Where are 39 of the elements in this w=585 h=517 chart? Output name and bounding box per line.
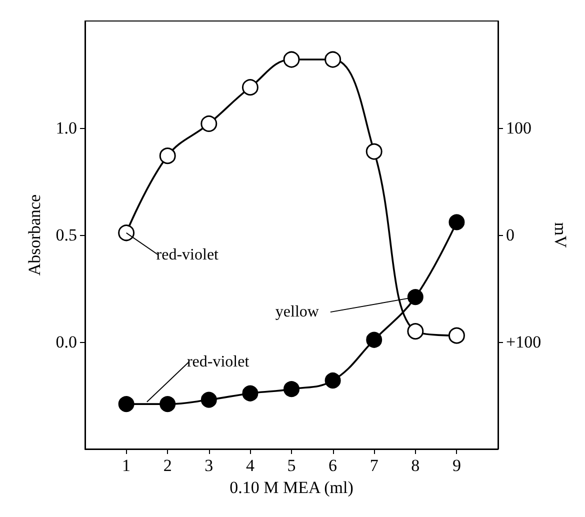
- x-tick-label: 6: [328, 456, 338, 475]
- point: [200, 392, 217, 408]
- y2-axis-title: mV: [551, 222, 570, 248]
- point: [407, 323, 424, 340]
- x-tick-label: 3: [204, 456, 214, 475]
- point: [283, 51, 300, 68]
- annotation: red-violet: [156, 246, 220, 264]
- y-axis-title: Absorbance: [25, 194, 44, 276]
- point: [160, 396, 176, 412]
- annotation: red-violet: [186, 353, 250, 370]
- point: [118, 224, 135, 242]
- y2-tick-label: 100: [506, 118, 532, 138]
- point: [324, 372, 341, 389]
- point: [448, 327, 465, 344]
- point: [242, 79, 258, 96]
- point: [200, 115, 218, 132]
- point: [366, 143, 382, 160]
- x-tick-label: 5: [287, 456, 296, 475]
- y-tick-label: 0.0: [56, 332, 77, 352]
- x-tick-label: 7: [370, 456, 379, 475]
- x-tick-label: 9: [452, 456, 461, 475]
- point: [407, 289, 424, 306]
- point: [448, 214, 465, 230]
- y-tick-label: 1.0: [56, 118, 77, 138]
- point: [284, 381, 300, 398]
- x-tick-label: 2: [163, 456, 172, 475]
- point: [118, 396, 134, 412]
- point: [242, 385, 258, 402]
- point: [366, 332, 382, 348]
- point: [159, 148, 176, 164]
- y2-tick-label: 0: [506, 226, 515, 244]
- x-tick-label: 1: [122, 456, 131, 475]
- point: [324, 51, 342, 68]
- x-axis-title: 0.10 M MEA (ml): [230, 478, 354, 497]
- x-tick-label: 4: [246, 456, 255, 475]
- x-tick-label: 8: [411, 456, 420, 475]
- y2-tick-label: +100: [506, 332, 542, 352]
- annotation: yellow: [275, 304, 320, 321]
- y-tick-label: 0.5: [56, 226, 77, 244]
